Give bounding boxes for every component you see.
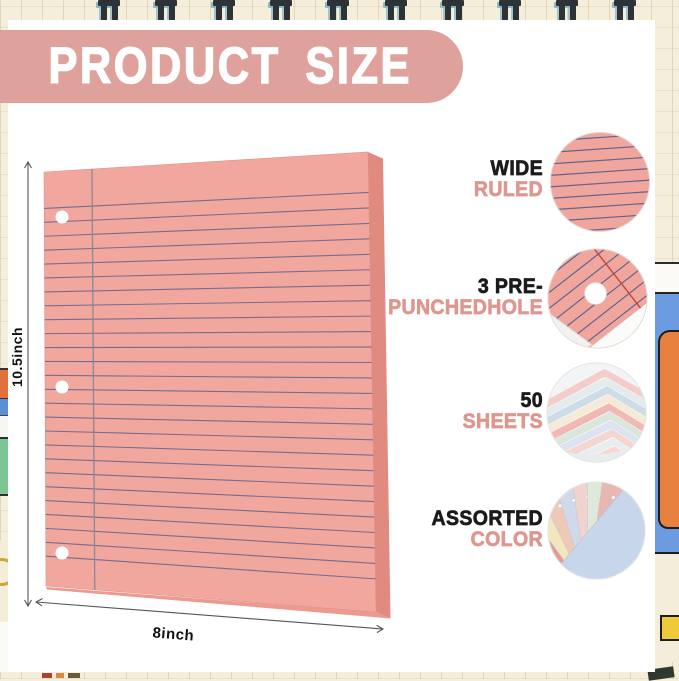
sheet-count-thumb <box>546 362 647 463</box>
feature-text-line2: SHEETS <box>380 411 543 432</box>
pre-punched-hole-thumb <box>547 248 648 349</box>
feature-text-line2: COLOR <box>380 529 543 550</box>
width-dimension-label: 8inch <box>152 624 195 644</box>
feature-text-line1: 3 PRE- <box>380 276 543 297</box>
feature-text-line2: PUNCHEDHOLE <box>380 297 543 318</box>
feature-text-line1: ASSORTED <box>380 508 543 529</box>
feature-text-line1: WIDE <box>380 158 543 179</box>
wide-ruled-thumb <box>549 131 651 233</box>
feature-label-sheet-count: 50 SHEETS <box>380 390 543 432</box>
feature-label-wide-ruled: WIDE RULED <box>380 158 543 200</box>
feature-label-assorted-color: ASSORTED COLOR <box>380 508 543 550</box>
feature-text-line2: RULED <box>380 179 543 200</box>
height-dimension-arrow <box>25 162 32 606</box>
height-dimension-label: 10.5inch <box>9 327 25 387</box>
feature-label-punched-hole: 3 PRE- PUNCHEDHOLE <box>380 276 543 318</box>
assorted-color-thumb <box>547 481 646 580</box>
feature-text-line1: 50 <box>380 390 543 411</box>
